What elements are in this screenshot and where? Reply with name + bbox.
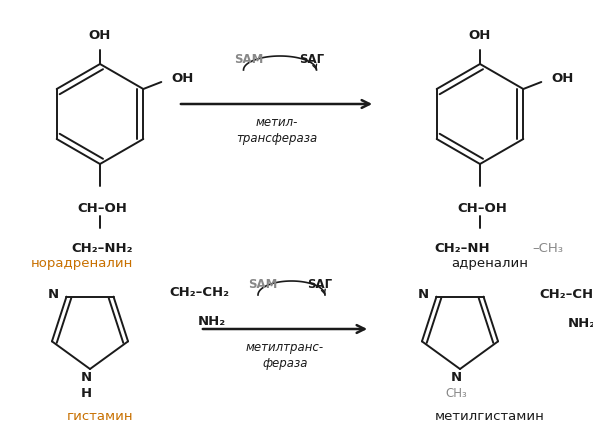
Text: OH: OH	[89, 29, 111, 42]
Text: адреналин: адреналин	[451, 258, 528, 270]
Text: метилгистамин: метилгистамин	[435, 409, 545, 423]
Text: OH: OH	[469, 29, 491, 42]
Text: –CH₃: –CH₃	[532, 242, 563, 255]
Text: OH: OH	[551, 72, 573, 86]
Text: CH₃: CH₃	[445, 387, 467, 400]
Text: SAГ: SAГ	[299, 53, 324, 66]
Text: NH₂: NH₂	[568, 317, 593, 329]
Text: гистамин: гистамин	[66, 409, 133, 423]
Text: норадреналин: норадреналин	[31, 258, 133, 270]
Text: SAM: SAM	[248, 278, 278, 291]
Text: N: N	[47, 288, 59, 301]
Text: CH₂–CH₂: CH₂–CH₂	[540, 288, 593, 301]
Text: CH₂–CH₂: CH₂–CH₂	[170, 286, 229, 299]
Text: CH₂–NH₂: CH₂–NH₂	[71, 242, 133, 255]
Text: CH–OH: CH–OH	[77, 202, 127, 215]
Text: OH: OH	[171, 72, 194, 86]
Text: N: N	[417, 288, 429, 301]
Text: NH₂: NH₂	[197, 315, 225, 328]
Text: SAГ: SAГ	[307, 278, 333, 291]
Text: H: H	[81, 387, 91, 400]
Text: CH₂–NH: CH₂–NH	[434, 242, 490, 255]
Text: SAM: SAM	[234, 53, 263, 66]
Text: CH–OH: CH–OH	[457, 202, 507, 215]
Text: метилтранс-
фераза: метилтранс- фераза	[246, 341, 324, 370]
Text: N: N	[451, 371, 461, 384]
Text: N: N	[81, 371, 91, 384]
Text: метил-
трансфераза: метил- трансфераза	[236, 116, 317, 145]
